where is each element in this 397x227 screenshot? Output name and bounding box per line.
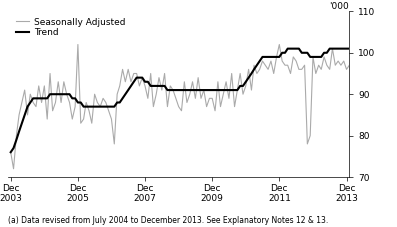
Text: (a) Data revised from July 2004 to December 2013. See Explanatory Notes 12 & 13.: (a) Data revised from July 2004 to Decem… (8, 216, 328, 225)
Text: '000: '000 (330, 2, 349, 11)
Legend: Seasonally Adjusted, Trend: Seasonally Adjusted, Trend (16, 17, 125, 37)
Line: Trend: Trend (11, 20, 377, 152)
Line: Seasonally Adjusted: Seasonally Adjusted (11, 3, 377, 169)
